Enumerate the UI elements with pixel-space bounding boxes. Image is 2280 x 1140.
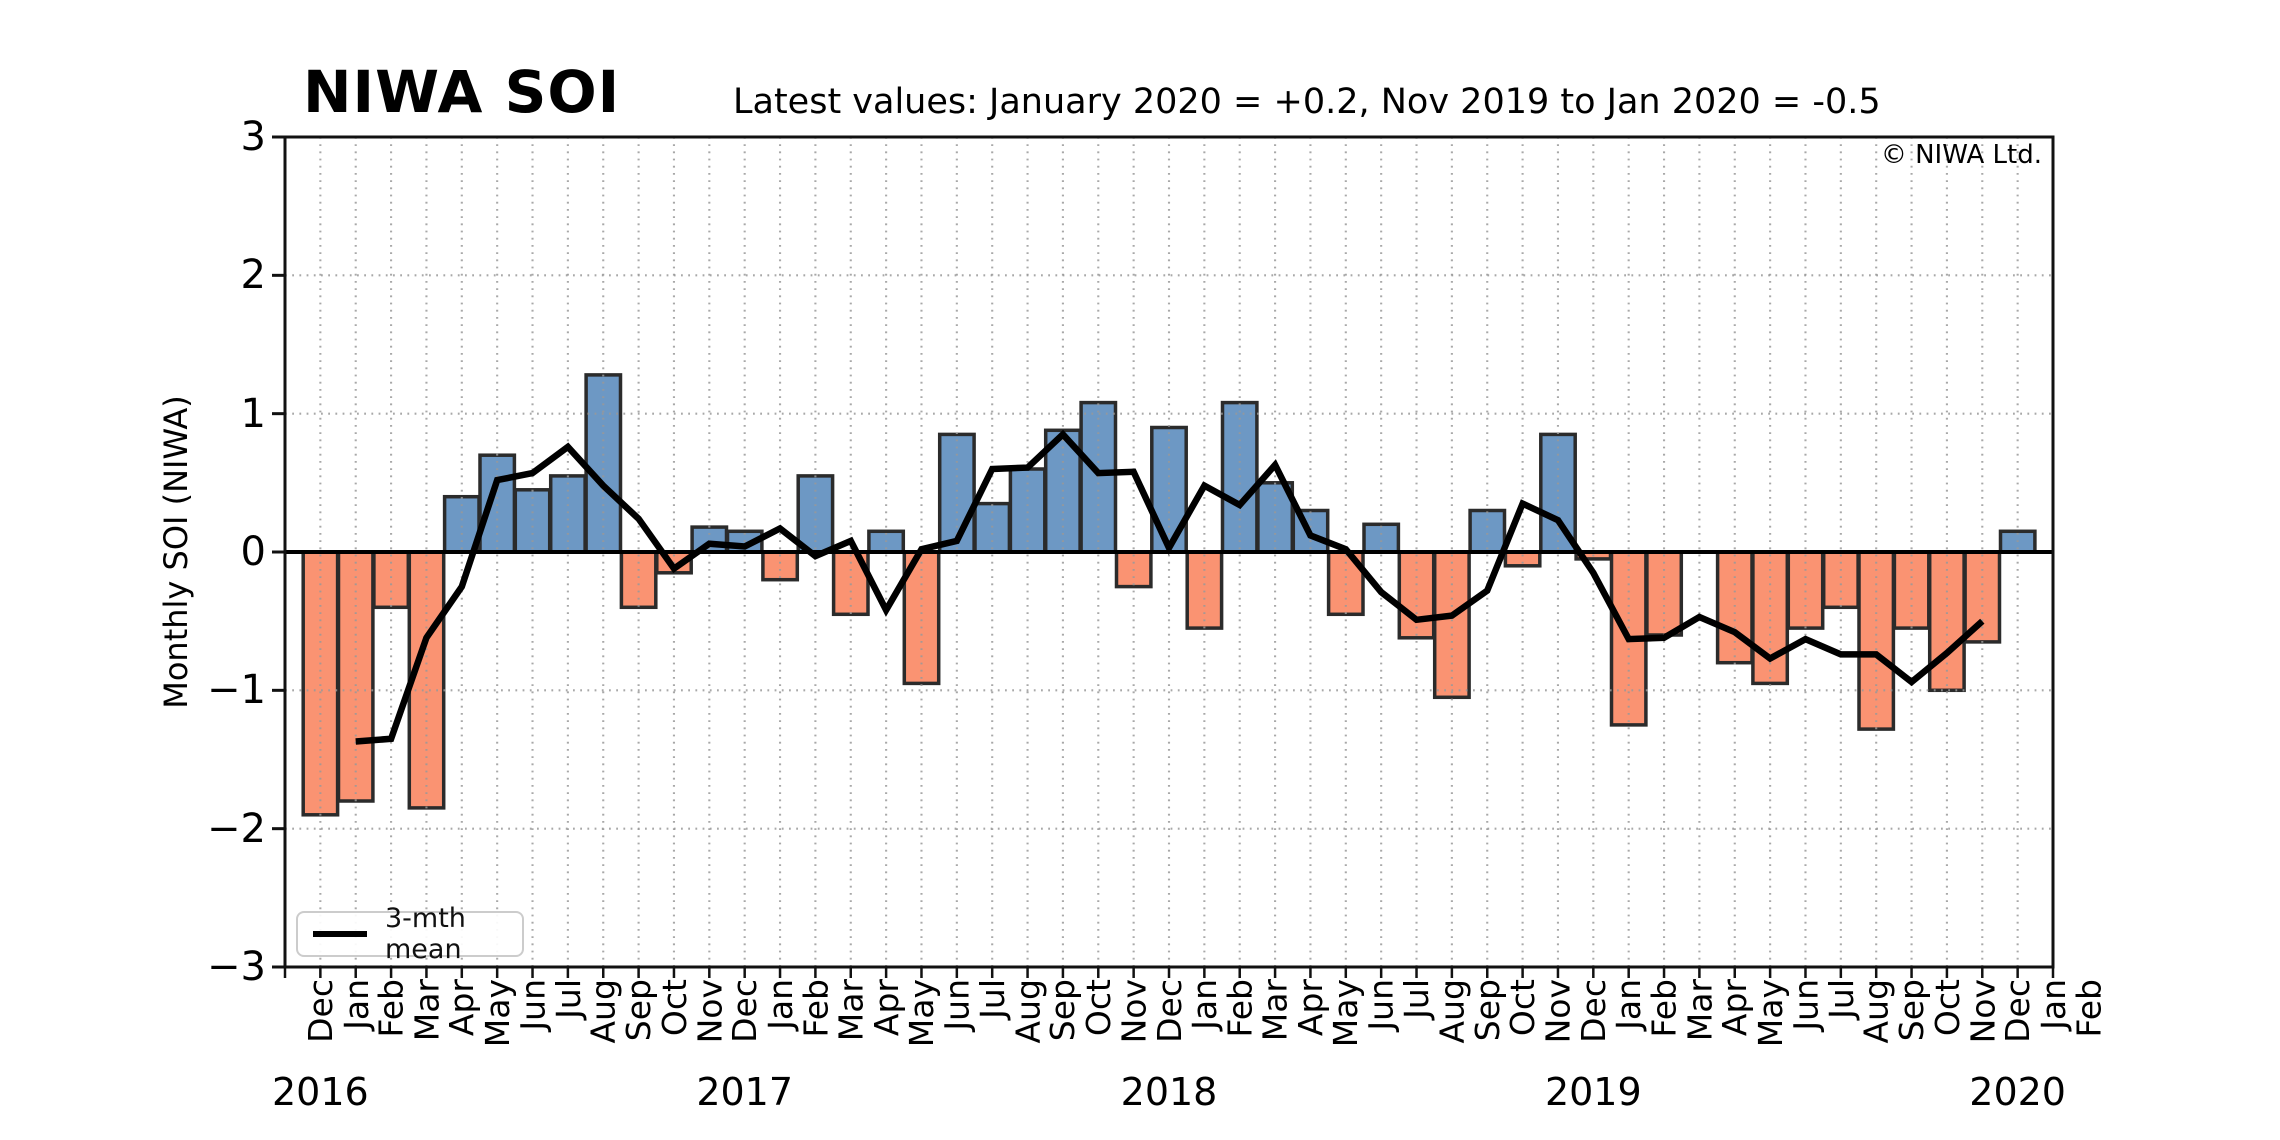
x-tick-label: Apr (442, 979, 482, 1037)
x-tick-label: Aug (1432, 979, 1472, 1044)
x-tick-label: Jan (1185, 979, 1224, 1030)
x-tick-label: Jul (1821, 979, 1861, 1019)
x-tick-label: Jan (1609, 979, 1649, 1030)
y-tick-label: 0 (240, 529, 266, 575)
soi-bar-Sep-2017 (1008, 467, 1047, 554)
y-tick-label: −2 (207, 805, 266, 852)
x-tick-label: May (902, 979, 942, 1048)
soi-bar-May-2019 (1715, 550, 1754, 665)
x-tick-label: Sep (1467, 979, 1507, 1042)
x-tick-label: Oct (1078, 979, 1118, 1037)
soi-bar-Aug-2017 (973, 501, 1012, 554)
chart-title: NIWA SOI (303, 58, 621, 126)
x-tick-label: Dec (1998, 979, 2038, 1043)
x-tick-label: Nov (689, 979, 729, 1044)
x-tick-label: Mar (1255, 979, 1295, 1042)
y-tick-label: 2 (240, 252, 266, 299)
mean-line-swatch (313, 931, 367, 937)
x-tick-label: Oct (654, 979, 694, 1037)
x-tick-label: Jul (1397, 979, 1437, 1019)
x-tick-label: Nov (1114, 979, 1154, 1044)
soi-bar-Jul-2016 (513, 488, 552, 554)
x-tick-label: Jan (760, 979, 800, 1030)
x-tick-label: Mar (1680, 979, 1720, 1042)
x-tick-label: Aug (1856, 979, 1896, 1044)
soi-bar-Sep-2019 (1857, 550, 1896, 731)
x-tick-label: Feb (2069, 979, 2108, 1038)
y-tick-label: 3 (240, 114, 266, 160)
x-tick-label: Dec (1573, 979, 1613, 1043)
x-tick-label: May (477, 979, 517, 1048)
year-label: 2017 (696, 1070, 794, 1114)
soi-bar-Sep-2018 (1432, 550, 1471, 700)
x-tick-label: Jan (336, 979, 376, 1030)
legend-label: 3-mth mean (385, 903, 466, 965)
x-tick-label: Apr (1715, 979, 1755, 1037)
x-tick-label: Sep (1892, 979, 1932, 1042)
y-tick-label: −1 (207, 667, 266, 714)
x-tick-label: Dec (1149, 979, 1189, 1043)
x-tick-label: Dec (725, 979, 765, 1043)
x-tick-label: Mar (831, 979, 871, 1042)
x-tick-label: Aug (1008, 979, 1048, 1044)
x-tick-label: Jul (548, 979, 588, 1019)
x-tick-label: Jun (1361, 979, 1401, 1031)
x-tick-label: Sep (1043, 979, 1083, 1042)
year-label: 2016 (272, 1070, 369, 1114)
soi-bar-Nov-2018 (1503, 550, 1542, 568)
x-tick-label: Oct (1503, 979, 1543, 1037)
x-tick-label: Jan (2033, 979, 2073, 1030)
legend-box: 3-mth mean (296, 903, 524, 965)
x-tick-label: Nov (1962, 979, 2002, 1044)
x-tick-label: Feb (1220, 979, 1260, 1038)
soi-bar-Oct-2018 (1468, 508, 1507, 554)
year-label: 2020 (1969, 1070, 2066, 1114)
x-tick-label: Feb (1644, 979, 1684, 1038)
y-axis-title: Monthly SOI (NIWA) (157, 395, 195, 709)
x-tick-label: Mar (407, 979, 447, 1042)
x-tick-label: Aug (583, 979, 623, 1044)
x-tick-label: Oct (1927, 979, 1967, 1037)
x-tick-label: Nov (1538, 979, 1578, 1044)
x-tick-label: Jul (972, 979, 1012, 1019)
y-tick-label: 1 (240, 390, 266, 437)
copyright-note: © NIWA Ltd. (1880, 140, 2042, 170)
x-tick-label: Feb (371, 979, 411, 1038)
x-tick-label: Dec (301, 979, 340, 1043)
y-tick-label: −3 (207, 944, 266, 990)
x-tick-label: Jun (1786, 979, 1826, 1031)
x-tick-label: May (1750, 979, 1790, 1048)
x-tick-label: May (1326, 979, 1366, 1048)
chart-subtitle: Latest values: January 2020 = +0.2, Nov … (733, 82, 1881, 122)
mean-line (355, 429, 1985, 745)
year-label: 2018 (1120, 1070, 1218, 1114)
x-tick-label: Feb (796, 979, 836, 1038)
x-tick-label: Jun (937, 979, 977, 1031)
x-tick-label: Jun (513, 979, 553, 1031)
soi-bar-Mar-2019 (1645, 550, 1684, 637)
soi-bar-Feb-2017 (761, 550, 800, 582)
soi-bar-Aug-2018 (1397, 550, 1436, 640)
x-tick-label: Apr (1291, 979, 1331, 1037)
x-tick-label: Apr (866, 979, 906, 1037)
x-tick-label: Sep (619, 979, 659, 1042)
soi-bar-Nov-2017 (1079, 400, 1118, 554)
soi-bar-Sep-2016 (584, 373, 623, 554)
year-label: 2019 (1544, 1070, 1642, 1114)
